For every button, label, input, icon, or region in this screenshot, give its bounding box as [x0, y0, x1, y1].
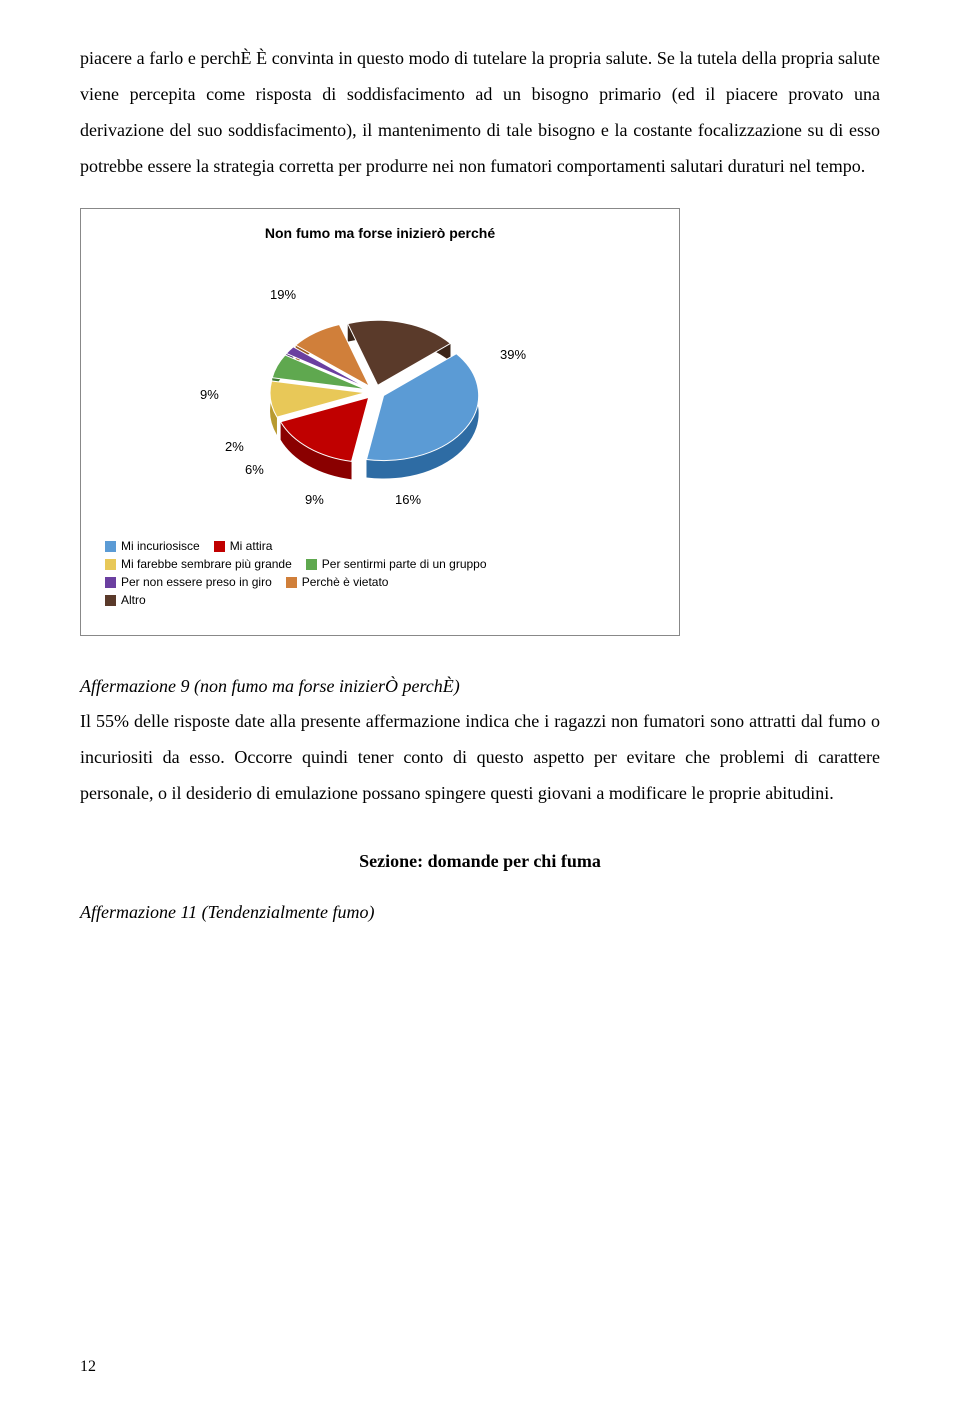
legend-row: Mi farebbe sembrare più grande Per sentir… — [105, 557, 655, 575]
legend-label: Mi incuriosisce — [121, 539, 200, 553]
legend-label: Per non essere preso in giro — [121, 575, 272, 589]
legend-item: Mi incuriosisce — [105, 539, 200, 553]
pie-chart-container: Non fumo ma forse inizierò perché 39% 16… — [80, 208, 680, 636]
legend-item: Per sentirmi parte di un gruppo — [306, 557, 487, 571]
pie-label-39: 39% — [500, 347, 526, 362]
chart-title: Non fumo ma forse inizierò perché — [105, 225, 655, 241]
pie-svg — [245, 287, 505, 517]
legend-item: Per non essere preso in giro — [105, 575, 272, 589]
chart-legend: Mi incuriosisce Mi attira Mi farebbe sembr… — [105, 539, 655, 611]
legend-swatch — [105, 559, 116, 570]
legend-item: Mi farebbe sembrare più grande — [105, 557, 292, 571]
legend-item: Perchè è vietato — [286, 575, 389, 589]
pie-area: 39% 16% 9% 6% 2% 9% 19% — [105, 267, 655, 527]
paragraph-intro: piacere a farlo e perchÈ È convinta in q… — [80, 40, 880, 184]
paragraph-aff9: Il 55% delle risposte date alla presente… — [80, 703, 880, 811]
legend-item: Altro — [105, 593, 146, 607]
legend-item: Mi attira — [214, 539, 273, 553]
legend-label: Per sentirmi parte di un gruppo — [322, 557, 487, 571]
pie-label-9a: 9% — [305, 492, 324, 507]
legend-swatch — [214, 541, 225, 552]
legend-swatch — [306, 559, 317, 570]
pie-label-6: 6% — [245, 462, 264, 477]
legend-label: Perchè è vietato — [302, 575, 389, 589]
pie-label-16: 16% — [395, 492, 421, 507]
pie-label-9b: 9% — [200, 387, 219, 402]
legend-swatch — [286, 577, 297, 588]
pie-label-2: 2% — [225, 439, 244, 454]
legend-swatch — [105, 541, 116, 552]
affermazione-11-heading: Affermazione 11 (Tendenzialmente fumo) — [80, 902, 880, 923]
legend-row: Altro — [105, 593, 655, 611]
legend-label: Mi attira — [230, 539, 273, 553]
pie-label-19: 19% — [270, 287, 296, 302]
legend-label: Mi farebbe sembrare più grande — [121, 557, 292, 571]
page-number: 12 — [80, 1358, 96, 1376]
legend-swatch — [105, 577, 116, 588]
section-heading: Sezione: domande per chi fuma — [80, 851, 880, 872]
affermazione-9-heading: Affermazione 9 (non fumo ma forse inizie… — [80, 676, 880, 697]
legend-row: Per non essere preso in giro Perchè è vie… — [105, 575, 655, 593]
legend-row: Mi incuriosisce Mi attira — [105, 539, 655, 557]
legend-label: Altro — [121, 593, 146, 607]
legend-swatch — [105, 595, 116, 606]
